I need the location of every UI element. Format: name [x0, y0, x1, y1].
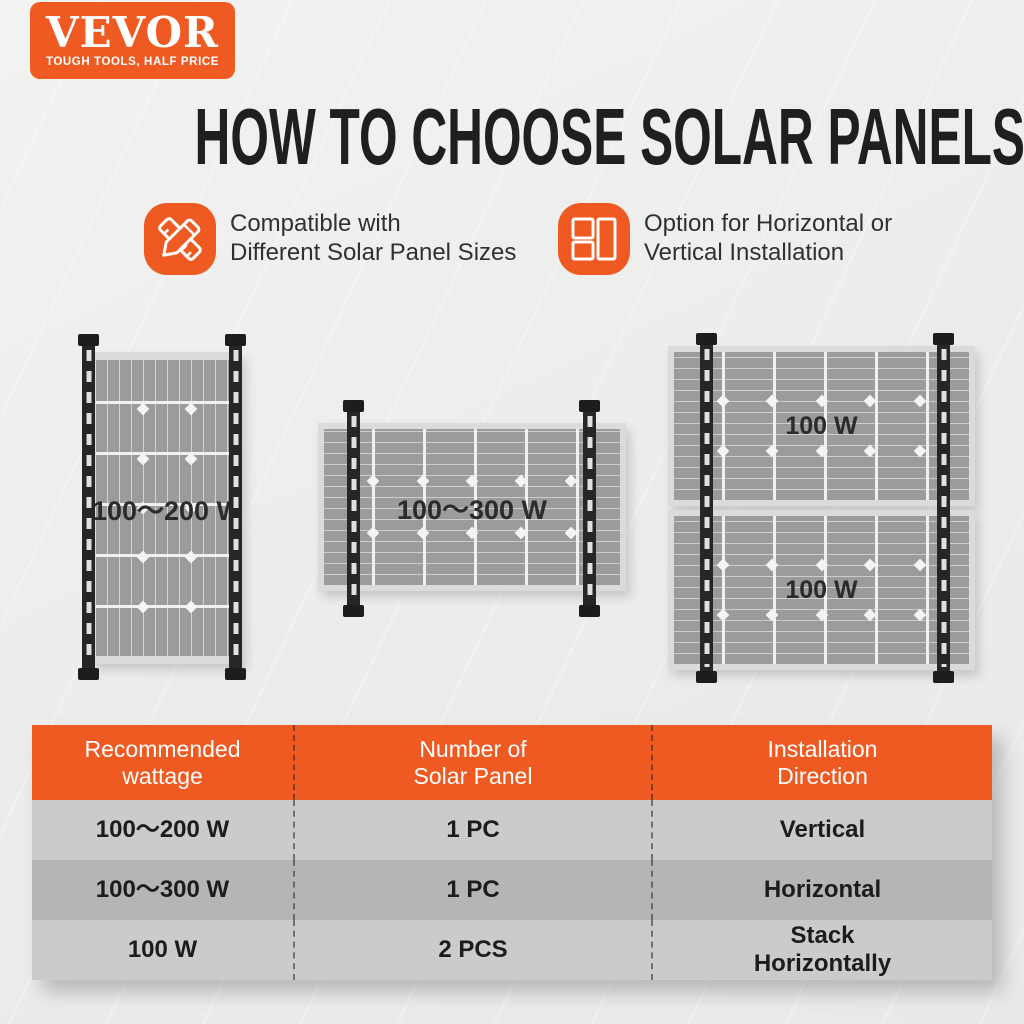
page-title: HOW TO CHOOSE SOLAR PANELS — [194, 92, 1024, 181]
header-line: Recommended — [84, 735, 241, 762]
header-cell-quantity: Number of Solar Panel — [293, 725, 651, 800]
solar-cells — [96, 360, 238, 656]
cell-quantity: 1 PC — [293, 860, 651, 920]
mounting-rail — [343, 400, 364, 617]
rail-end-cap — [225, 668, 246, 680]
feature-text: Compatible with Different Solar Panel Si… — [230, 209, 516, 267]
feature-install-direction: Option for Horizontal or Vertical Instal… — [558, 203, 892, 275]
panel-wattage-label: 100～300 W — [396, 494, 548, 525]
cell-direction: Horizontal — [651, 860, 992, 920]
rail-end-cap — [225, 334, 246, 346]
ruler-pencil-icon — [144, 203, 216, 275]
feature-line: Compatible with — [230, 210, 401, 237]
header-line: Direction — [777, 762, 868, 789]
solar-cells — [674, 516, 969, 664]
header-line: Solar Panel — [413, 762, 533, 789]
mounting-rail — [696, 333, 717, 683]
rail-end-cap — [579, 605, 600, 617]
rail-end-cap — [78, 334, 99, 346]
solar-panel: 100～200 W — [92, 352, 242, 664]
mounting-rail — [78, 334, 99, 680]
vevor-logo: VEVOR TOUGH TOOLS, HALF PRICE — [30, 2, 235, 79]
solar-cells — [324, 429, 620, 585]
mounting-rail — [933, 333, 954, 683]
header-cell-direction: Installation Direction — [651, 725, 992, 800]
cell-quantity: 2 PCS — [293, 920, 651, 980]
mounting-rail — [579, 400, 600, 617]
table-row: 100 W 2 PCS Stack Horizontally — [32, 920, 992, 980]
brand-tagline: TOUGH TOOLS, HALF PRICE — [45, 56, 220, 68]
table-header-row: Recommended wattage Number of Solar Pane… — [32, 725, 992, 800]
cell-wattage: 100～200 W — [95, 816, 230, 843]
solar-panel: 100～300 W — [318, 423, 626, 591]
panel-diagram-stacked: 100 W 100 W — [668, 333, 975, 683]
cell-wattage: 100～300 W — [95, 876, 230, 903]
rail-end-cap — [78, 668, 99, 680]
header-line: Installation — [767, 735, 878, 762]
layout-split-icon — [558, 203, 630, 275]
mounting-rail — [225, 334, 246, 680]
solar-cells — [674, 352, 969, 500]
rail-end-cap — [696, 671, 717, 683]
table-row: 100～200 W 1 PC Vertical — [32, 800, 992, 860]
feature-line: Different Solar Panel Sizes — [230, 239, 517, 266]
cell-direction: Stack Horizontally — [651, 920, 992, 980]
rail-end-cap — [579, 400, 600, 412]
header-line: Number of — [419, 735, 527, 762]
cell-direction: Vertical — [651, 800, 992, 860]
solar-panel-top: 100 W — [668, 346, 975, 506]
panel-wattage-label: 100 W — [785, 411, 858, 440]
solar-panel-bottom: 100 W — [668, 510, 975, 670]
rail-end-cap — [933, 333, 954, 345]
feature-compatible-sizes: Compatible with Different Solar Panel Si… — [144, 203, 516, 275]
rail-end-cap — [343, 400, 364, 412]
selection-table: Recommended wattage Number of Solar Pane… — [32, 725, 992, 980]
rail-end-cap — [343, 605, 364, 617]
feature-line: Option for Horizontal or — [644, 210, 893, 237]
feature-text: Option for Horizontal or Vertical Instal… — [644, 209, 892, 267]
rail-end-cap — [696, 333, 717, 345]
panel-wattage-label: 100 W — [785, 575, 858, 604]
cell-quantity: 1 PC — [293, 800, 651, 860]
header-cell-wattage: Recommended wattage — [32, 725, 293, 800]
table-row: 100～300 W 1 PC Horizontal — [32, 860, 992, 920]
brand-name: VEVOR — [46, 8, 219, 57]
panel-diagram-horizontal: 100～300 W — [318, 400, 626, 617]
cell-wattage: 100 W — [127, 936, 198, 963]
header-line: wattage — [122, 762, 203, 789]
feature-line: Vertical Installation — [644, 239, 845, 266]
rail-end-cap — [933, 671, 954, 683]
panel-diagram-vertical: 100～200 W — [78, 334, 246, 680]
panel-wattage-label: 100～200 W — [91, 495, 243, 526]
